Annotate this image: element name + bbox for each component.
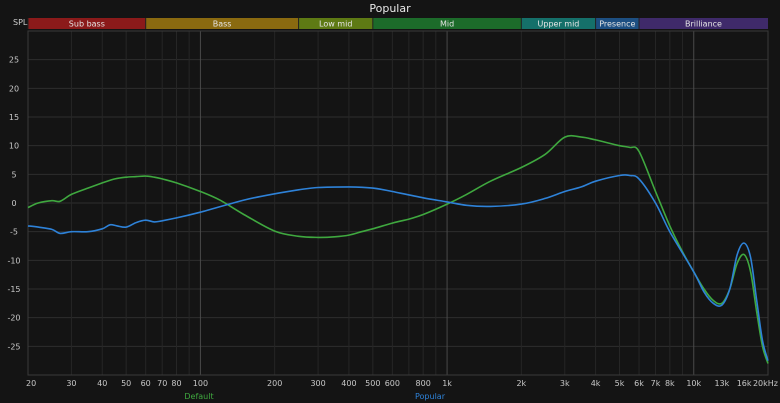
series-default-line xyxy=(27,134,769,364)
x-tick-label: 600 xyxy=(385,379,400,388)
x-tick-label: 13k xyxy=(714,379,729,388)
band-6-label: Brilliance xyxy=(685,20,722,29)
x-tick-label: 8k xyxy=(665,379,675,388)
x-tick-label: 40 xyxy=(97,379,107,388)
band-5-label: Presence xyxy=(599,20,635,29)
band-1-bar xyxy=(145,18,299,29)
x-tick-label: 70 xyxy=(157,379,167,388)
y-tick-label: 20 xyxy=(9,84,19,93)
x-tick-label: 20kHz xyxy=(753,379,778,388)
y-tick-label: -25 xyxy=(7,342,20,351)
band-4-label: Upper mid xyxy=(538,20,580,29)
x-tick-label: 16k xyxy=(737,379,752,388)
x-tick-label: 10k xyxy=(686,379,701,388)
band-3-label: Mid xyxy=(440,20,454,29)
x-tick-label: 2k xyxy=(516,379,526,388)
x-tick-label: 200 xyxy=(267,379,282,388)
y-axis-label: SPL xyxy=(13,18,28,27)
band-2-bar xyxy=(298,18,373,29)
x-tick-label: 50 xyxy=(121,379,131,388)
band-1-label: Bass xyxy=(213,20,232,29)
x-tick-label: 5k xyxy=(615,379,625,388)
frequency-bands: Sub bass Bass Low mid Mid Upper mid Presence B… xyxy=(27,18,768,29)
y-tick-label: -10 xyxy=(7,256,20,265)
x-tick-label: 300 xyxy=(310,379,325,388)
y-tick-label: -20 xyxy=(7,314,20,323)
x-tick-label: 80 xyxy=(171,379,181,388)
x-tick-label: 30 xyxy=(66,379,76,388)
y-tick-label: 15 xyxy=(9,113,19,122)
band-4-bar xyxy=(521,18,596,29)
x-tick-label: 100 xyxy=(193,379,208,388)
y-tick-labels: 25 20 15 10 5 0 -5 -10 -15 -20 -25 xyxy=(7,56,20,352)
y-tick-label: -5 xyxy=(10,228,18,237)
y-tick-label: 0 xyxy=(11,199,16,208)
chart-title: Popular xyxy=(369,2,411,15)
x-tick-label: 3k xyxy=(560,379,570,388)
legend[interactable]: Default Popular xyxy=(184,392,445,401)
series-lines xyxy=(27,134,769,364)
band-3-bar xyxy=(372,18,522,29)
x-tick-label: 800 xyxy=(416,379,431,388)
x-tick-label: 4k xyxy=(591,379,601,388)
grid-lines xyxy=(27,30,769,376)
y-tick-label: 5 xyxy=(11,170,16,179)
x-tick-label: 1k xyxy=(442,379,452,388)
legend-item-popular[interactable]: Popular xyxy=(415,392,446,401)
y-tick-label: -15 xyxy=(7,285,20,294)
series-popular-line xyxy=(27,174,769,361)
band-5-bar xyxy=(595,18,640,29)
y-tick-label: 10 xyxy=(9,142,19,151)
y-tick-label: 25 xyxy=(9,56,19,65)
x-tick-label: 20 xyxy=(26,379,36,388)
band-0-bar xyxy=(28,18,146,29)
band-6-bar xyxy=(639,18,768,29)
band-0-label: Sub bass xyxy=(69,20,105,29)
x-tick-label: 6k xyxy=(634,379,644,388)
x-tick-label: 7k xyxy=(651,379,661,388)
band-2-label: Low mid xyxy=(319,20,352,29)
plot-frame xyxy=(27,30,769,376)
x-tick-label: 500 xyxy=(365,379,380,388)
legend-item-default[interactable]: Default xyxy=(184,392,213,401)
x-tick-label: 400 xyxy=(341,379,356,388)
x-tick-label: 60 xyxy=(141,379,151,388)
x-tick-labels: 20 30 40 50 60 70 80 100 200 300 400 500 600 800 1k 2k 3… xyxy=(26,379,778,388)
